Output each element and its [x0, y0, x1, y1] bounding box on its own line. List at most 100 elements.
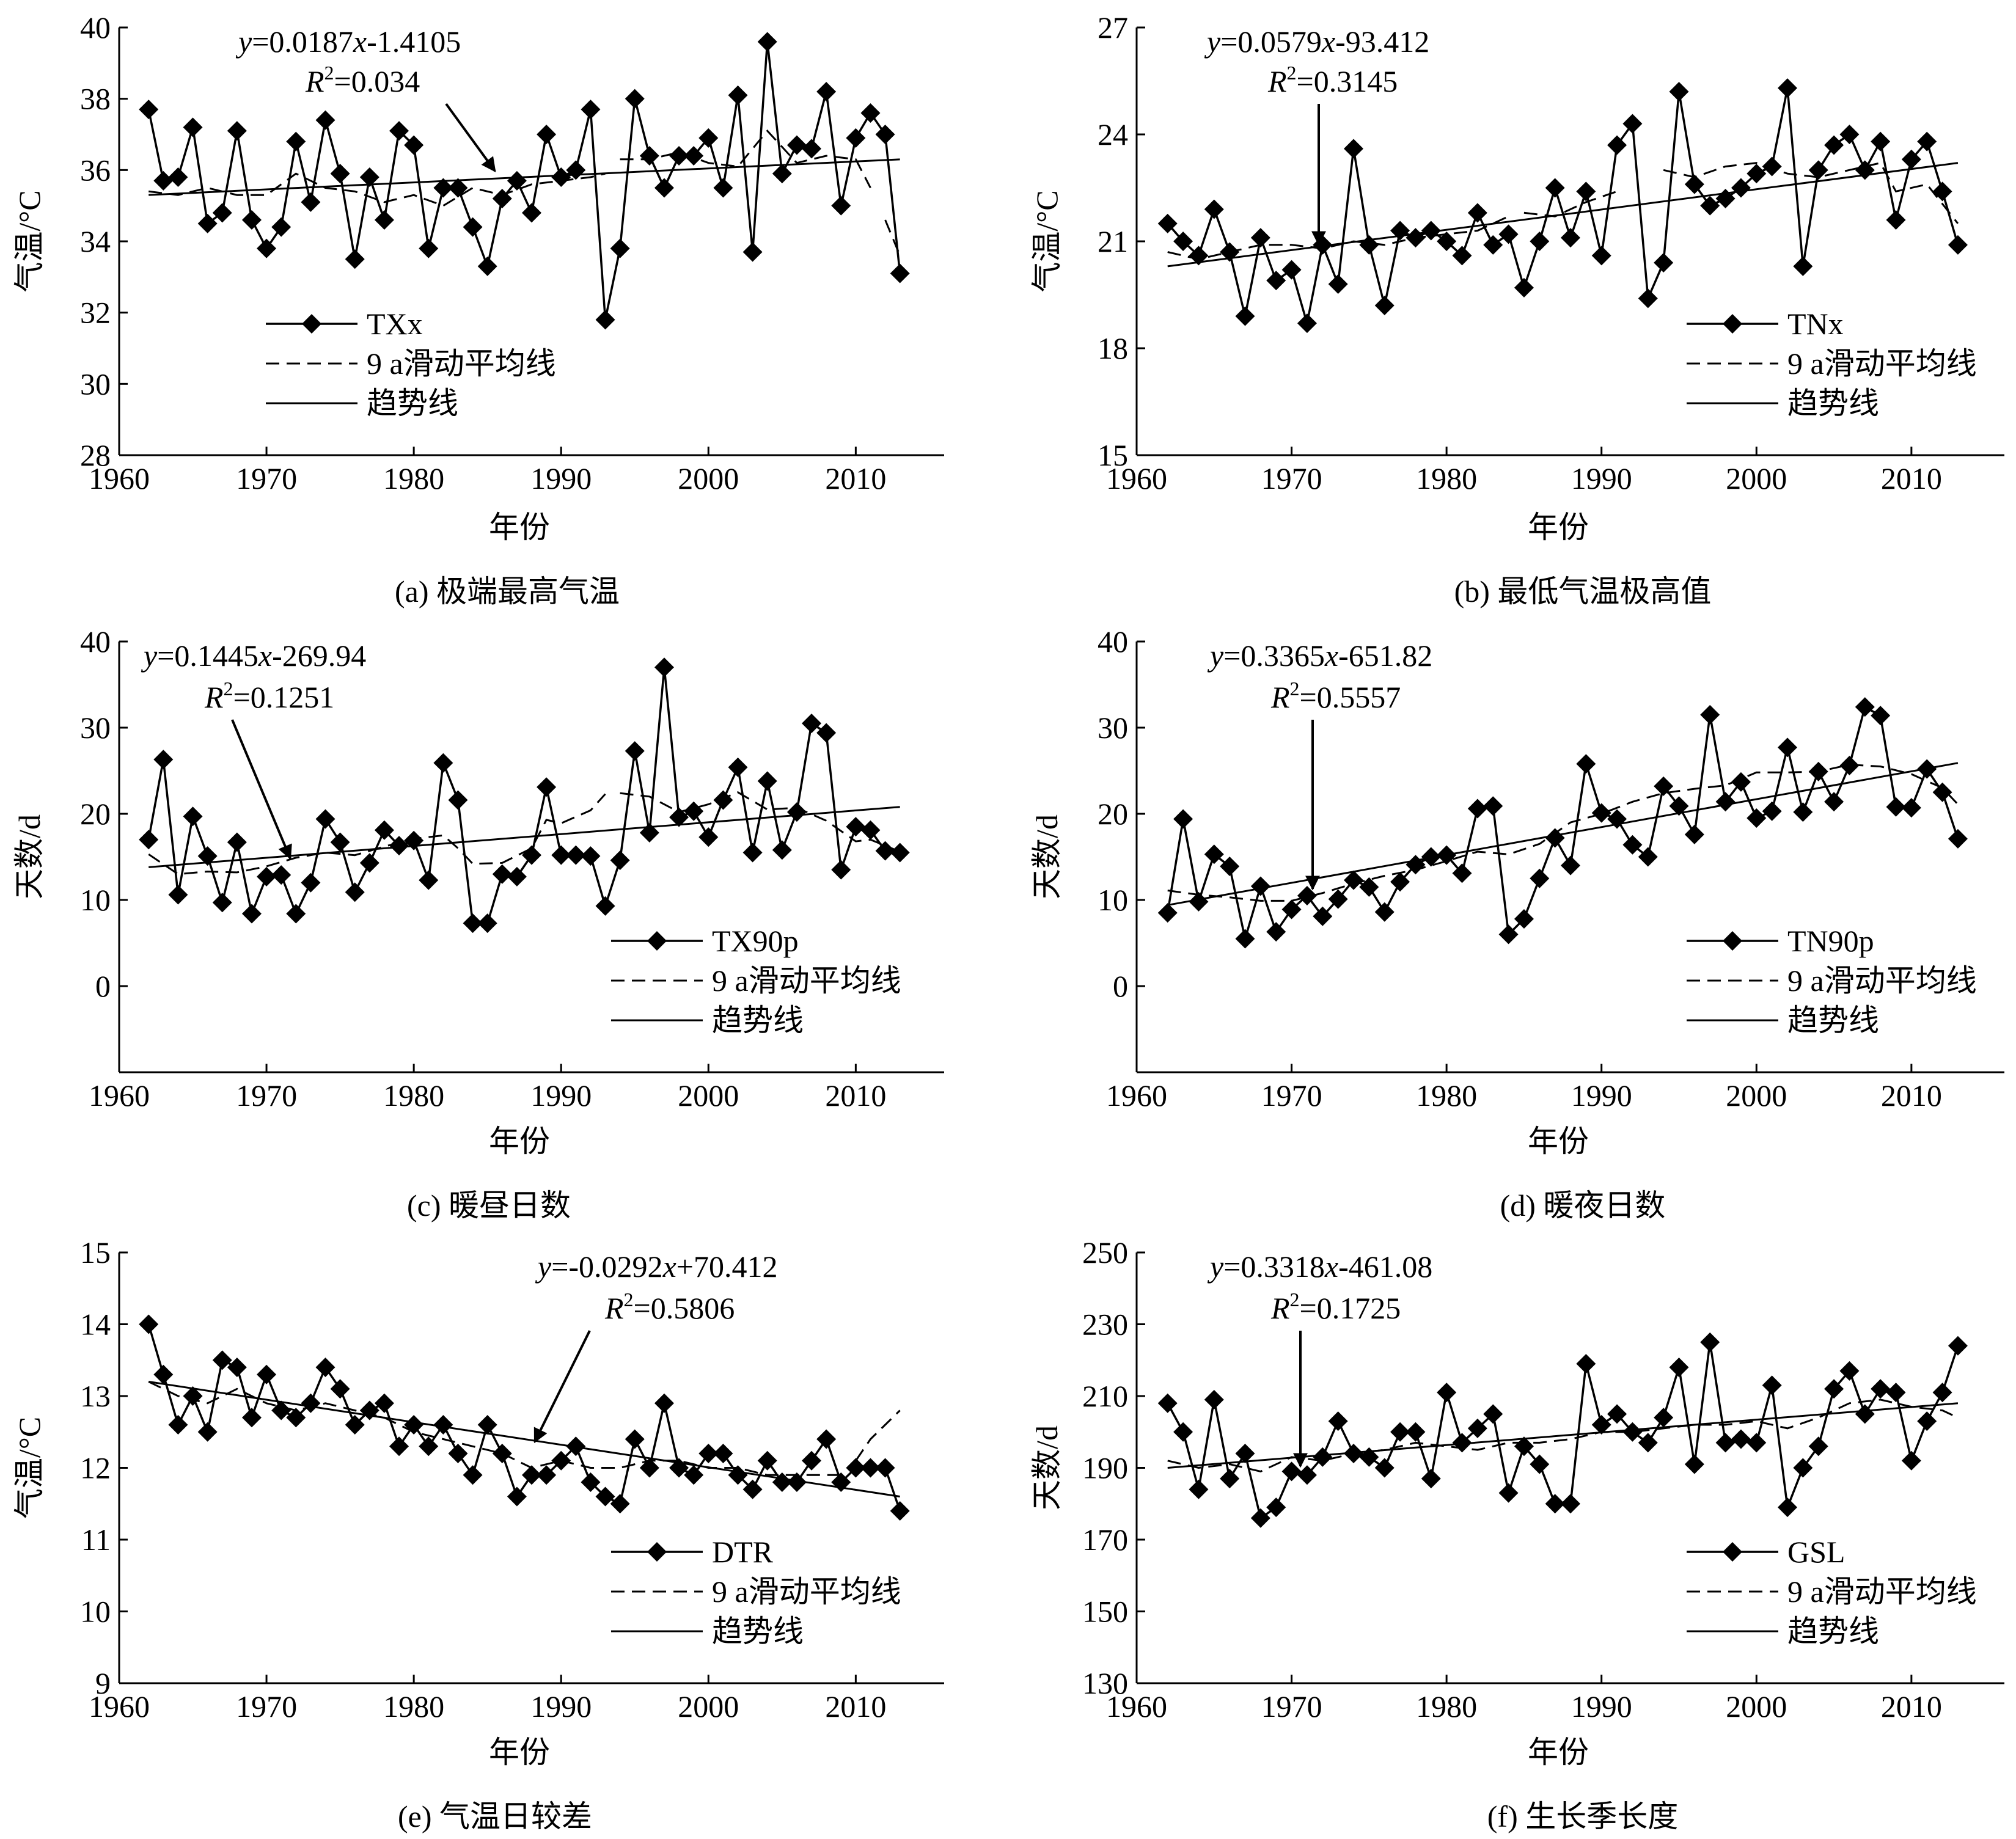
legend-trend-label: 趋势线 — [1787, 386, 1879, 420]
data-point — [389, 121, 409, 141]
data-point — [463, 217, 483, 237]
data-point — [507, 866, 527, 887]
panel-caption: (d) 暖夜日数 — [1500, 1188, 1666, 1223]
data-point — [1313, 1447, 1333, 1467]
y-tick-label: 34 — [80, 224, 111, 258]
data-point — [1530, 232, 1550, 251]
data-point — [315, 809, 335, 829]
data-point — [183, 1386, 203, 1406]
x-tick-label: 1990 — [530, 1078, 592, 1113]
eq-x: x — [353, 24, 367, 59]
data-point — [1684, 824, 1704, 844]
data-point — [802, 713, 822, 733]
legend-diamond-marker — [302, 314, 321, 334]
data-point — [1235, 306, 1255, 326]
eq-x: x — [1321, 24, 1335, 59]
x-tick-label: 2000 — [1726, 1689, 1787, 1724]
y-tick-label: 40 — [1098, 624, 1128, 659]
panel-caption: (f) 生长季长度 — [1487, 1799, 1678, 1834]
x-tick-label: 1980 — [383, 1078, 444, 1113]
data-point — [1514, 1436, 1534, 1457]
data-point — [1715, 189, 1736, 208]
series-line — [1167, 1342, 1959, 1520]
data-point — [1390, 872, 1410, 892]
data-point — [684, 801, 704, 821]
data-point — [1669, 82, 1689, 101]
eq-intercept: -269.94 — [272, 638, 366, 673]
data-point — [728, 85, 748, 105]
eq-coef: =-0.0292 — [551, 1249, 662, 1284]
data-point — [1406, 855, 1426, 875]
trend-equation: y=0.0579x-93.412 — [1204, 24, 1429, 59]
annotation-arrow — [533, 1330, 591, 1444]
data-point — [1390, 1422, 1410, 1442]
data-point — [1467, 203, 1487, 223]
data-point — [139, 830, 159, 850]
data-point — [374, 1393, 394, 1413]
data-point — [153, 1364, 174, 1384]
data-point — [1871, 1379, 1891, 1399]
y-tick-label: 230 — [1082, 1307, 1128, 1342]
data-point — [286, 904, 306, 924]
x-tick-label: 1990 — [530, 1689, 592, 1724]
x-tick-label: 1960 — [89, 1689, 150, 1724]
data-point — [581, 846, 601, 866]
data-point — [1839, 1361, 1860, 1381]
r2-R: R — [204, 680, 224, 714]
data-point — [625, 89, 645, 109]
x-tick-label: 1970 — [236, 461, 297, 495]
data-point — [477, 256, 497, 276]
data-point — [492, 189, 512, 208]
data-point — [1731, 772, 1751, 792]
data-point — [1948, 1336, 1968, 1356]
data-point — [389, 1436, 409, 1457]
eq-coef: =0.0579 — [1220, 24, 1322, 59]
data-point — [1747, 808, 1767, 828]
eq-intercept: -651.82 — [1338, 638, 1432, 673]
data-point — [802, 139, 822, 159]
x-tick-label: 1960 — [89, 1078, 150, 1113]
data-point — [1700, 1332, 1720, 1352]
data-point — [359, 167, 379, 187]
data-point — [301, 872, 321, 893]
data-point — [1793, 1458, 1813, 1478]
r-squared: R2=0.034 — [305, 62, 420, 98]
r-squared: R2=0.1725 — [1270, 1289, 1401, 1325]
data-point — [1204, 844, 1224, 865]
data-point — [1778, 737, 1797, 758]
data-point — [1313, 906, 1333, 926]
y-tick-label: 190 — [1082, 1451, 1128, 1485]
x-tick-label: 1960 — [1106, 1689, 1167, 1724]
data-point — [537, 1465, 557, 1485]
r2-value: =0.5806 — [634, 1291, 735, 1325]
legend-series-label: TNx — [1787, 307, 1844, 341]
data-point — [1591, 803, 1611, 823]
data-point — [610, 238, 630, 258]
x-axis-label: 年份 — [1528, 1124, 1589, 1158]
data-point — [1855, 160, 1875, 180]
r2-value: =0.3145 — [1297, 64, 1398, 98]
data-point — [654, 1393, 674, 1413]
eq-x: x — [258, 638, 272, 673]
data-point — [315, 1358, 335, 1377]
legend-moving-avg-label: 9 a滑动平均线 — [1787, 346, 1977, 381]
data-point — [1561, 1494, 1580, 1514]
data-point — [1762, 801, 1782, 821]
x-tick-label: 2000 — [678, 1689, 739, 1724]
y-axis-label: 气温/°C — [1030, 190, 1064, 292]
data-point — [1250, 876, 1270, 896]
r2-R: R — [305, 64, 324, 98]
data-point — [772, 164, 792, 184]
moving-average-line — [148, 1381, 901, 1476]
panel-caption: (b) 最低气温极高值 — [1454, 574, 1712, 609]
data-point — [1406, 228, 1426, 248]
data-point — [786, 135, 807, 155]
y-tick-label: 10 — [80, 1595, 111, 1629]
x-axis-label: 年份 — [489, 1735, 550, 1769]
panel-d: 0 10 20 30 40 1960 1970 1980 1990 2000 2010 天数/d 年份 (… — [1030, 624, 2004, 1223]
data-point — [786, 1472, 807, 1492]
data-point — [1374, 1458, 1395, 1478]
